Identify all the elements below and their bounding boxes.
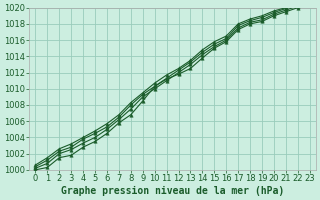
X-axis label: Graphe pression niveau de la mer (hPa): Graphe pression niveau de la mer (hPa) [61,186,284,196]
